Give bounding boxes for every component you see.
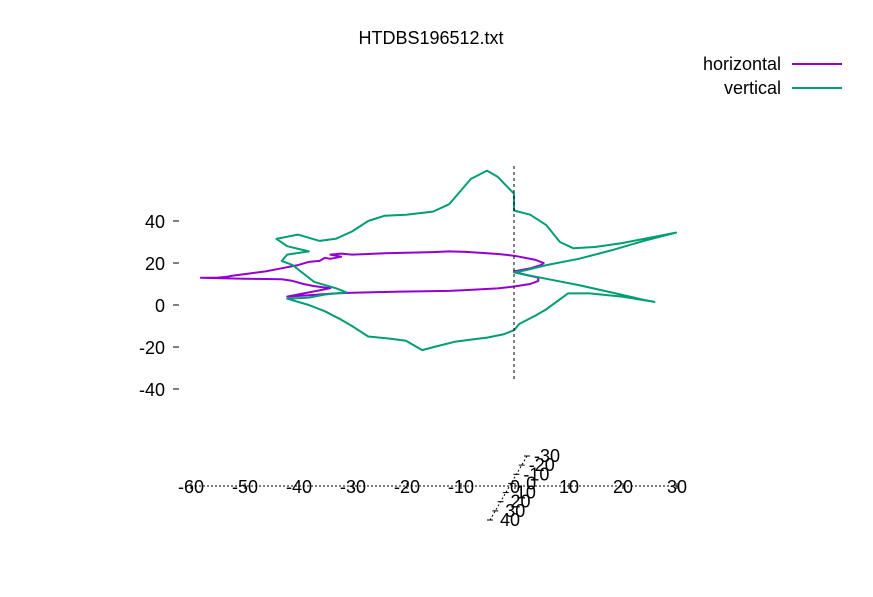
y-tick-label: -40 <box>139 380 165 400</box>
y-tick-label: 20 <box>145 254 165 274</box>
depth-tick-label: 40 <box>500 510 520 530</box>
x-tick-label: 10 <box>559 477 579 497</box>
legend: horizontal vertical <box>703 54 842 98</box>
depth-tick-label: 30 <box>505 501 525 521</box>
series-vertical <box>275 169 677 352</box>
x-tick-label: -30 <box>340 477 366 497</box>
x-tick-label: -60 <box>178 477 204 497</box>
depth-tick-label: 10 <box>516 483 536 503</box>
x-tick-label: -20 <box>394 477 420 497</box>
legend-label-vertical: vertical <box>724 78 781 98</box>
x-tick-label: 0 <box>510 477 520 497</box>
chart-title: HTDBS196512.txt <box>358 28 503 48</box>
depth-tick-label: -20 <box>529 455 555 475</box>
legend-label-horizontal: horizontal <box>703 54 781 74</box>
depth-tick-label: -30 <box>534 446 560 466</box>
y-axis: 40 20 0 -20 -40 <box>139 212 179 400</box>
depth-tick-label: 0 <box>526 473 536 493</box>
depth-tick-label: 20 <box>511 492 531 512</box>
x-axis: -60 -50 -40 -30 -20 -10 0 10 20 30 <box>178 477 687 497</box>
depth-axis-line <box>489 455 528 521</box>
depth-tick-label: -10 <box>523 464 549 484</box>
series-layer <box>199 169 677 352</box>
y-tick-label: -20 <box>139 338 165 358</box>
y-tick-label: 40 <box>145 212 165 232</box>
series-horizontal <box>199 250 545 298</box>
y-tick-label: 0 <box>155 296 165 316</box>
x-tick-label: -40 <box>286 477 312 497</box>
x-tick-label: 20 <box>613 477 633 497</box>
x-tick-label: -10 <box>448 477 474 497</box>
x-tick-label: 30 <box>667 477 687 497</box>
x-tick-label: -50 <box>232 477 258 497</box>
